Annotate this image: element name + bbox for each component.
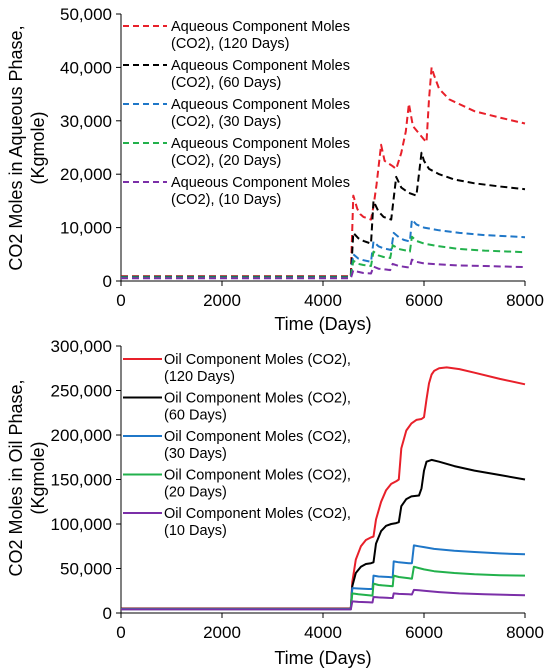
legend-label-line-1: Oil Component Moles (CO2), (164, 468, 351, 484)
y-tick-label: 100,000 (51, 515, 112, 534)
series-line (121, 458, 526, 610)
y-tick-label: 50,000 (60, 560, 112, 579)
aqueous-phase-chart: CO2 Moles in Aqueous Phase, (Kgmole) Tim… (6, 5, 544, 334)
y-tick-label: 0 (103, 604, 112, 623)
series-line (121, 151, 526, 278)
y-axis-title-line-1: CO2 Moles in Oil Phase, (6, 379, 26, 576)
legend-label-line-1: Aqueous Component Moles (171, 136, 350, 152)
legend-label-line-1: Oil Component Moles (CO2), (164, 506, 351, 522)
legend-label-line-1: Aqueous Component Moles (171, 175, 350, 191)
y-axis-title-line-1: CO2 Moles in Aqueous Phase, (6, 25, 26, 270)
legend-label-line-2: (CO2), (20 Days) (171, 153, 281, 169)
x-tick-label: 6000 (405, 291, 443, 310)
y-axis-title-line-2: (Kgmole) (28, 111, 48, 184)
series-line (121, 565, 526, 611)
legend-label-line-2: (10 Days) (164, 523, 227, 539)
x-axis-title: Time (Days) (274, 314, 371, 334)
y-axis-title-line-2: (Kgmole) (28, 441, 48, 514)
x-tick-label: 4000 (304, 291, 342, 310)
series-line (121, 366, 526, 610)
legend-label-line-2: (60 Days) (164, 408, 227, 424)
legend-label-line-2: (30 Days) (164, 446, 227, 462)
series-line (121, 588, 526, 611)
legend-label-line-1: Oil Component Moles (CO2), (164, 391, 351, 407)
x-tick-label: 8000 (506, 623, 544, 642)
oil-phase-chart: CO2 Moles in Oil Phase, (Kgmole) Time (D… (6, 337, 544, 668)
y-tick-label: 0 (103, 272, 112, 291)
x-tick-label: 2000 (203, 291, 241, 310)
legend-label-line-1: Oil Component Moles (CO2), (164, 429, 351, 445)
y-tick-label: 30,000 (60, 112, 112, 131)
y-tick-label: 10,000 (60, 219, 112, 238)
y-tick-label: 50,000 (60, 5, 112, 24)
y-tick-label: 200,000 (51, 426, 112, 445)
legend-label-line-2: (CO2), (30 Days) (171, 114, 281, 130)
series-line (121, 66, 526, 278)
y-tick-label: 150,000 (51, 471, 112, 490)
y-tick-label: 20,000 (60, 165, 112, 184)
y-tick-label: 250,000 (51, 382, 112, 401)
series-line (121, 544, 526, 610)
x-tick-label: 4000 (304, 623, 342, 642)
y-tick-label: 300,000 (51, 337, 112, 356)
x-tick-label: 2000 (203, 623, 241, 642)
x-tick-label: 0 (116, 291, 125, 310)
legend-label-line-1: Aqueous Component Moles (171, 58, 350, 74)
legend-label-line-2: (CO2), (10 Days) (171, 192, 281, 208)
series-line (121, 258, 526, 280)
y-tick-label: 40,000 (60, 58, 112, 77)
series-line (121, 235, 526, 279)
x-tick-label: 8000 (506, 291, 544, 310)
x-tick-label: 6000 (405, 623, 443, 642)
legend-label-line-1: Aqueous Component Moles (171, 19, 350, 35)
legend-label-line-1: Oil Component Moles (CO2), (164, 352, 351, 368)
legend-label-line-2: (20 Days) (164, 485, 227, 501)
x-axis-title: Time (Days) (274, 648, 371, 668)
legend-label-line-1: Aqueous Component Moles (171, 97, 350, 113)
series-line (121, 218, 526, 279)
legend-label-line-2: (120 Days) (164, 369, 235, 385)
legend-label-line-2: (CO2), (60 Days) (171, 75, 281, 91)
x-tick-label: 0 (116, 623, 125, 642)
legend-label-line-2: (CO2), (120 Days) (171, 36, 289, 52)
